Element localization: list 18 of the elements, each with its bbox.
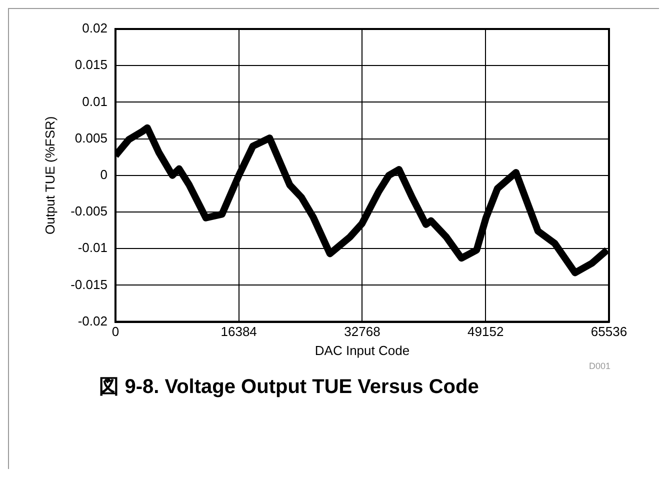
y-tick-label: 0.02 [82, 20, 108, 36]
x-tick-label: 49152 [468, 324, 504, 340]
y-tick-label: 0.015 [74, 57, 108, 72]
y-tick-label: 0 [100, 166, 108, 182]
text: D001 [589, 361, 611, 371]
y-tick-label: 0.01 [82, 94, 108, 109]
y-tick-label: -0.01 [78, 240, 108, 256]
y-tick-label: -0.005 [70, 204, 108, 219]
text: 図 9-8. Voltage Output TUE Versus Code [98, 375, 480, 400]
x-axis-title: DAC Input Code [314, 342, 410, 358]
x-tick-label: 32768 [344, 324, 380, 340]
x-tick-label: 65536 [590, 324, 628, 340]
x-tick-label: 0 [112, 324, 120, 340]
y-axis-title: Output TUE (%FSR) [42, 116, 58, 235]
x-tick-label: 16384 [220, 324, 257, 340]
y-tick-label: -0.02 [78, 313, 108, 328]
y-tick-label: 0.005 [74, 130, 108, 146]
y-tick-label: -0.015 [70, 276, 108, 292]
